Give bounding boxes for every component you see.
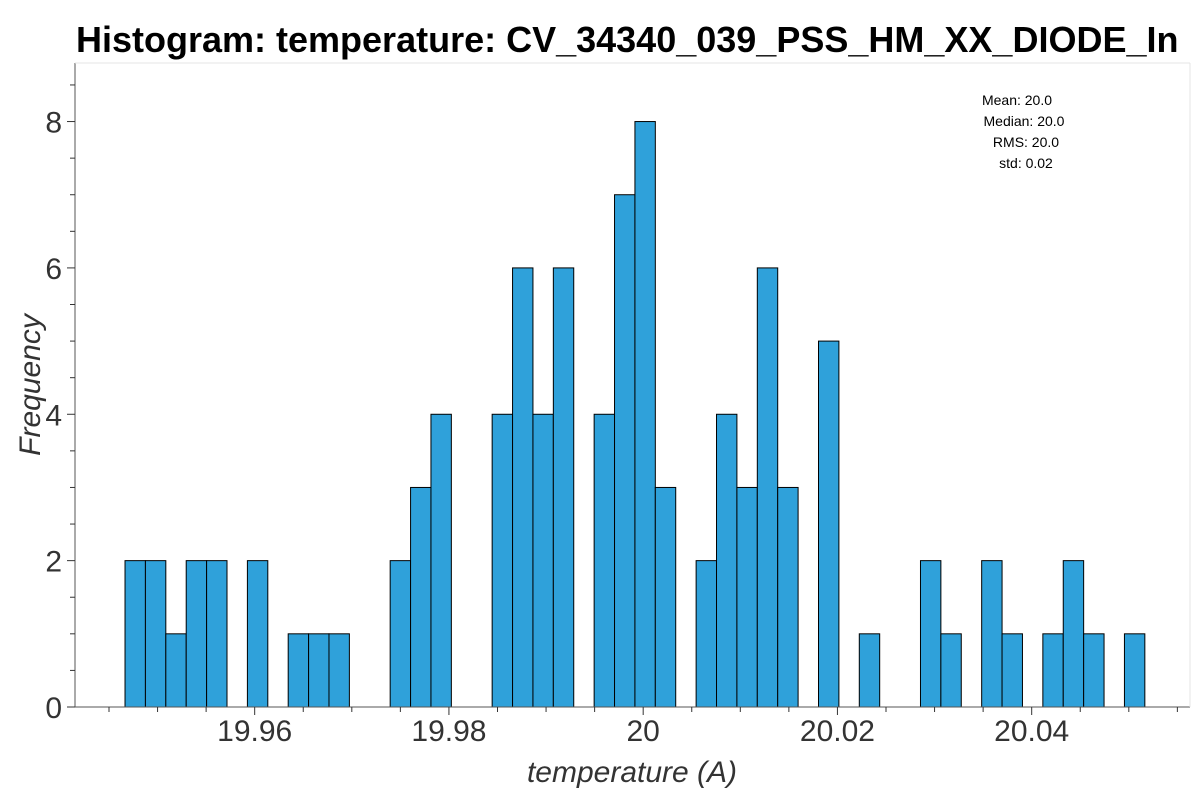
x-axis-label: temperature (A) (527, 756, 737, 789)
histogram-bar (919, 560, 942, 708)
histogram-bar (634, 121, 656, 708)
histogram-bar (165, 633, 187, 708)
histogram-bar (654, 486, 677, 708)
histogram-bar (185, 560, 208, 708)
histogram-bar (1062, 560, 1085, 708)
histogram-bar (124, 560, 146, 708)
y-axis-label: Frequency (14, 312, 47, 456)
y-tick-label: 2 (45, 546, 62, 579)
histogram-bar (614, 194, 636, 708)
histogram-bar (246, 560, 269, 708)
histogram-bar (328, 633, 350, 708)
histogram-bar (1042, 633, 1064, 708)
histogram-bar (430, 413, 452, 708)
histogram-bar (410, 486, 432, 708)
histogram-bar (695, 560, 718, 708)
histogram-bar (206, 560, 228, 708)
y-tick-label: 4 (45, 399, 62, 432)
histogram-bar (736, 486, 758, 708)
x-tick-label: 20.04 (994, 715, 1069, 748)
histogram-bar (756, 267, 779, 708)
histogram-bar (512, 267, 534, 708)
bars-group (124, 121, 1146, 708)
y-tick-label: 8 (45, 107, 62, 140)
x-tick-label: 19.98 (411, 715, 486, 748)
histogram-bar (1001, 633, 1023, 708)
histogram-bar (858, 633, 881, 708)
stats-mean: Mean: 20.0 (982, 92, 1052, 108)
stats-box: Mean: 20.0 Median: 20.0 RMS: 20.0 std: 0… (982, 92, 1065, 171)
x-tick-label: 20 (626, 715, 659, 748)
y-ticks-group: 0 2 4 6 8 (45, 84, 75, 725)
chart-title: Histogram: temperature: CV_34340_039_PSS… (76, 19, 1178, 60)
stats-rms: RMS: 20.0 (993, 134, 1059, 150)
x-ticks-group: 19.96 19.98 20 20.02 20.04 (108, 707, 1178, 748)
y-tick-label: 0 (45, 692, 62, 725)
y-tick-label: 6 (45, 253, 62, 286)
histogram-bar (940, 633, 962, 708)
histogram-bar (491, 413, 514, 708)
histogram-bar (287, 633, 310, 708)
histogram-bar (532, 413, 554, 708)
histogram-bar (389, 560, 412, 708)
stats-std: std: 0.02 (999, 155, 1053, 171)
histogram-bar (308, 633, 330, 708)
histogram-bar (1123, 633, 1146, 708)
histogram-bar (552, 267, 575, 708)
histogram-bar (818, 340, 840, 708)
histogram-bar (1083, 633, 1105, 708)
x-tick-label: 20.02 (800, 715, 875, 748)
stats-median: Median: 20.0 (984, 113, 1065, 129)
histogram-bar (777, 486, 799, 708)
histogram-bar (981, 560, 1003, 708)
histogram-bar (716, 413, 738, 708)
histogram-bar (593, 413, 616, 708)
x-tick-label: 19.96 (217, 715, 292, 748)
histogram-bar (144, 560, 167, 708)
